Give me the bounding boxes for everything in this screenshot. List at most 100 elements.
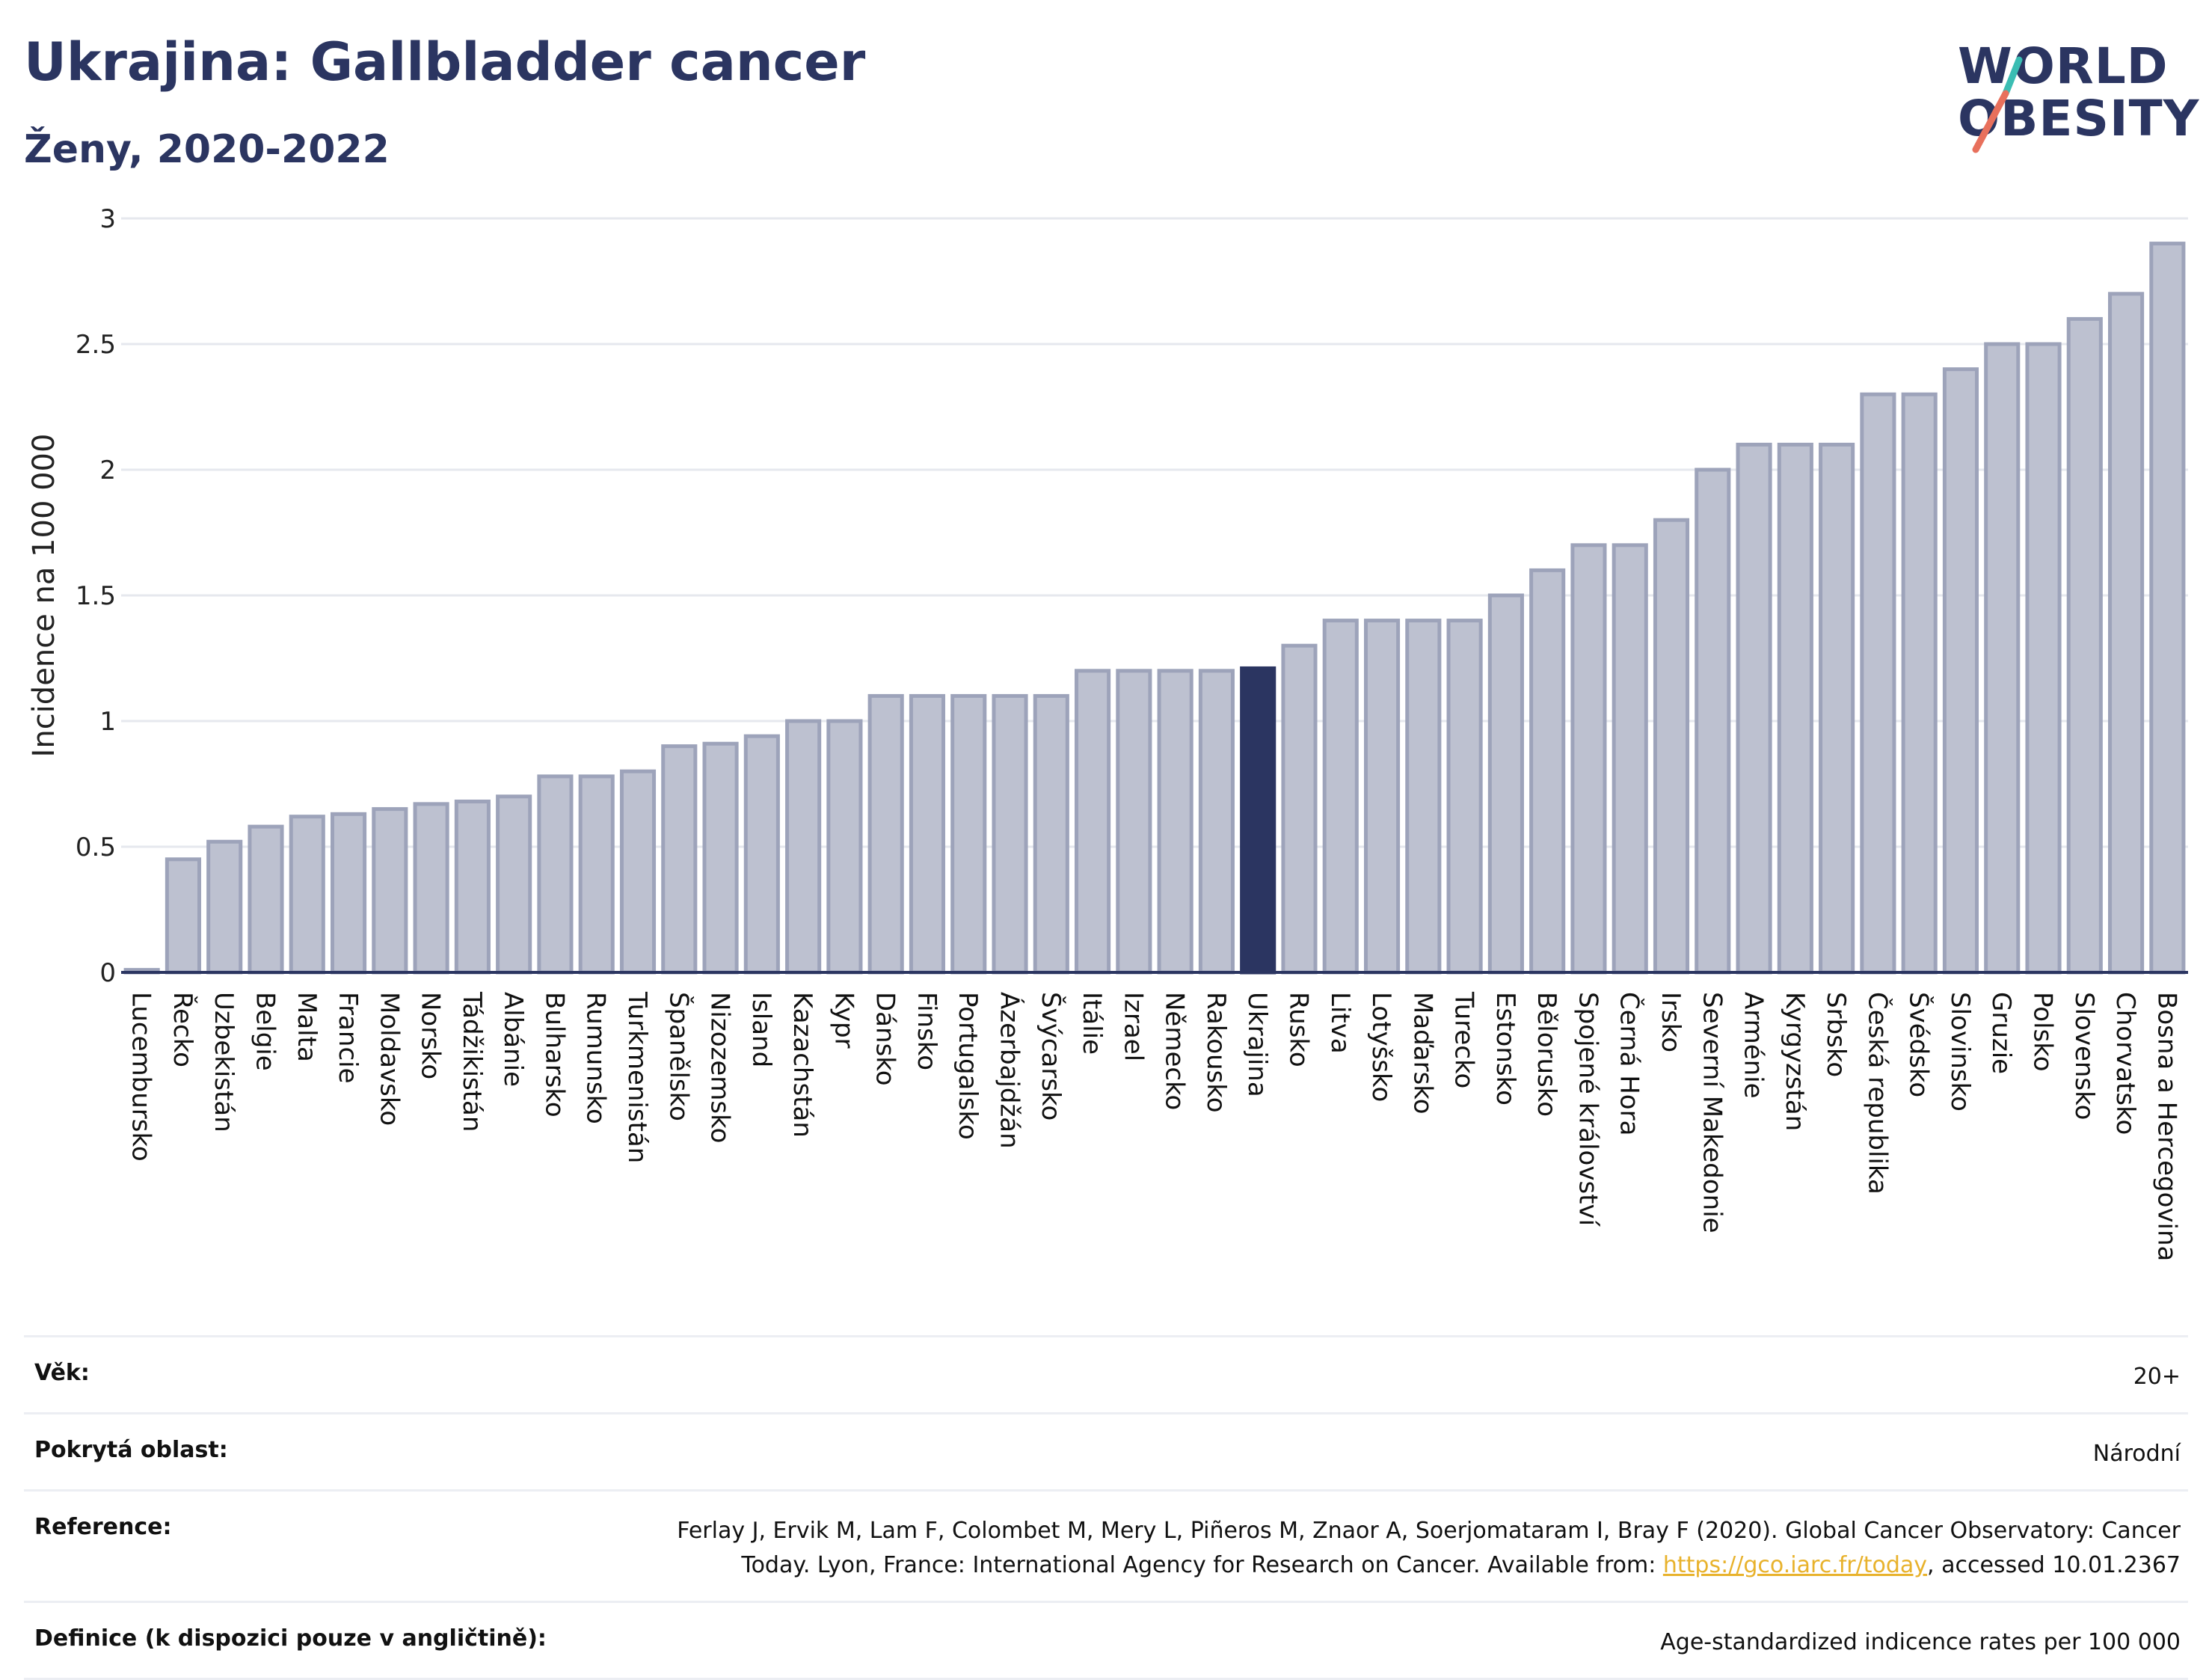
x-tick-label: Francie xyxy=(333,992,363,1084)
bar-Island xyxy=(743,734,780,975)
bar-Arménie xyxy=(1736,442,1772,975)
x-tick-label: Malta xyxy=(292,992,322,1062)
page-subtitle: Ženy, 2020-2022 xyxy=(24,127,390,172)
bar-Španělsko xyxy=(661,744,698,975)
x-tick-label: Severní Makedonie xyxy=(1697,992,1727,1233)
logo-line-2: OBESITY xyxy=(1958,90,2200,147)
x-tick-label: Švýcarsko xyxy=(1036,992,1066,1120)
bar-Bosna a Hercegovina xyxy=(2149,242,2186,975)
x-tick-label: Polsko xyxy=(2028,992,2058,1072)
bar-Uzbekistán xyxy=(206,839,243,975)
x-tick-label: Kyrgyzstán xyxy=(1780,992,1810,1131)
x-tick-label: Lucembursko xyxy=(126,992,156,1162)
x-tick-label: Rumunsko xyxy=(581,992,611,1124)
bar-Spojené království xyxy=(1570,543,1607,975)
area-label: Pokrytá oblast: xyxy=(34,1437,228,1463)
x-tick-label: Turecko xyxy=(1449,991,1479,1088)
info-table: Věk: 20+ Pokrytá oblast: Národní Referen… xyxy=(24,1335,2188,1680)
page-title: Ukrajina: Gallbladder cancer xyxy=(24,31,866,93)
age-value: 20+ xyxy=(2133,1364,2181,1390)
x-tick-label: Řecko xyxy=(168,992,198,1067)
x-tick-label: Tádžikistán xyxy=(457,991,487,1132)
bar-Francie xyxy=(330,812,367,975)
x-tick-label: Německo xyxy=(1160,992,1190,1110)
y-tick-label: 3 xyxy=(99,204,116,234)
x-tick-label: Gruzie xyxy=(1986,992,2016,1074)
bar-Moldavsko xyxy=(372,807,408,975)
x-tick-label: Srbsko xyxy=(1821,992,1851,1077)
bar-Izrael xyxy=(1116,669,1152,975)
bar-Rumunsko xyxy=(578,774,615,975)
bar-Chorvatsko xyxy=(2108,292,2145,975)
bar-Švédsko xyxy=(1901,392,1938,975)
y-tick-label: 1 xyxy=(99,707,116,737)
bar-Bělorusko xyxy=(1529,568,1566,975)
y-tick-label: 2 xyxy=(99,456,116,485)
reference-link[interactable]: https://gco.iarc.fr/today xyxy=(1662,1552,1928,1578)
x-tick-label: Ázerbajdžán xyxy=(995,992,1025,1149)
bar-chart: 0 0.5 1 1.5 2 2.5 3 Incidence na 100 000 Lucembu… xyxy=(27,204,2188,1261)
y-axis-title: Incidence na 100 000 xyxy=(27,434,61,758)
bar-Portugalsko xyxy=(950,693,987,975)
bar-Kypr xyxy=(826,719,863,975)
bar-Nizozemsko xyxy=(702,741,739,975)
x-tick-label: Bělorusko xyxy=(1531,992,1561,1117)
x-tick-label: Litva xyxy=(1325,992,1355,1054)
x-tick-label: Černá Hora xyxy=(1615,992,1645,1135)
x-tick-label: Slovinsko xyxy=(1945,992,1975,1112)
x-tick-label: Bulharsko xyxy=(539,992,569,1118)
y-tick-label: 1.5 xyxy=(76,581,116,611)
bar-Litva xyxy=(1322,619,1359,975)
info-row-age: Věk: 20+ xyxy=(24,1335,2188,1412)
world-obesity-logo: WORLD OBESITY xyxy=(1944,30,2199,165)
x-tick-label: Turkmenistán xyxy=(622,991,652,1163)
x-tick-label: Nizozemsko xyxy=(705,992,735,1143)
bar-Bulharsko xyxy=(537,774,574,975)
x-tick-label: Izrael xyxy=(1118,992,1148,1061)
reference-text-1: Ferlay J, Ervik M, Lam F, Colombet M, Me… xyxy=(677,1518,2181,1544)
bar-Srbsko xyxy=(1819,442,1855,975)
logo-slash-icon xyxy=(1972,56,2023,153)
x-tick-label: Estonsko xyxy=(1490,992,1520,1106)
bar-Černá Hora xyxy=(1612,543,1648,975)
x-tick-label: Irsko xyxy=(1656,992,1686,1052)
x-tick-label: Arménie xyxy=(1739,992,1769,1099)
info-row-reference: Reference: Ferlay J, Ervik M, Lam F, Col… xyxy=(24,1489,2188,1601)
info-row-definition: Definice (k dispozici pouze v angličtině… xyxy=(24,1601,2188,1680)
bar-Turkmenistán xyxy=(619,769,657,975)
reference-text-2: Today. Lyon, France: International Agenc… xyxy=(741,1552,1663,1578)
x-tick-label: Španělsko xyxy=(663,992,694,1121)
reference-label: Reference: xyxy=(34,1514,172,1540)
x-tick-label: Kazachstán xyxy=(787,992,817,1138)
bar-Dánsko xyxy=(867,693,904,975)
x-tick-label: Albánie xyxy=(498,992,528,1087)
x-tick-label: Island xyxy=(746,992,776,1067)
y-tick-label: 0.5 xyxy=(76,833,116,862)
x-tick-label: Spojené království xyxy=(1573,992,1603,1227)
x-tick-label: Rakousko xyxy=(1201,992,1231,1113)
definition-value: Age-standardized indicence rates per 100… xyxy=(1660,1629,2181,1655)
y-tick-label: 2.5 xyxy=(76,330,116,360)
bar-Finsko xyxy=(909,693,946,975)
bar-Severní Makedonie xyxy=(1695,467,1731,975)
bar-Turecko xyxy=(1446,619,1483,975)
bar-Itálie xyxy=(1075,669,1111,975)
x-tick-label: Slovensko xyxy=(2069,992,2099,1120)
x-tick-label: Česká republika xyxy=(1862,992,1893,1195)
bar-Tádžikistán xyxy=(454,800,491,975)
bar-Kazachstán xyxy=(785,719,822,975)
reference-value: Ferlay J, Ervik M, Lam F, Colombet M, Me… xyxy=(677,1514,2181,1583)
bar-Belgie xyxy=(248,824,284,975)
bar-Maďarsko xyxy=(1405,619,1442,975)
x-tick-label: Portugalsko xyxy=(953,992,983,1140)
bar-Lotyšsko xyxy=(1363,619,1401,975)
bar-Rakousko xyxy=(1198,669,1235,975)
y-tick-label: 0 xyxy=(99,958,116,988)
bar-Ázerbajdžán xyxy=(992,693,1028,975)
bar-Estonsko xyxy=(1487,593,1524,975)
bar-Irsko xyxy=(1653,518,1690,975)
x-tick-label: Lotyšsko xyxy=(1366,992,1396,1102)
x-tick-label: Uzbekistán xyxy=(209,992,239,1132)
x-tick-label: Itálie xyxy=(1077,992,1107,1055)
x-tick-label: Kypr xyxy=(829,992,858,1049)
